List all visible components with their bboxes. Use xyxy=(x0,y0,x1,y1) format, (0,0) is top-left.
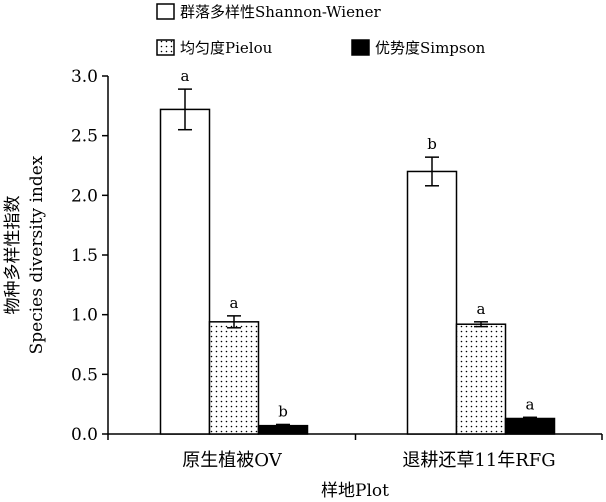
legend-label-shannon: 群落多样性Shannon-Wiener xyxy=(180,3,382,21)
y-axis-title-en: Species diversity index xyxy=(27,155,47,354)
legend-swatch-simpson xyxy=(351,39,370,56)
significance-letter: a xyxy=(477,300,486,318)
significance-letter: a xyxy=(526,395,535,413)
significance-letter: a xyxy=(181,67,190,85)
error-bars xyxy=(178,88,537,428)
y-tick-label: 1.0 xyxy=(71,306,98,326)
significance-letter: b xyxy=(427,135,437,153)
bar xyxy=(159,108,211,435)
y-tick-label: 1.5 xyxy=(71,246,98,266)
y-tick-label: 2.5 xyxy=(71,127,98,147)
x-ticks xyxy=(107,434,603,440)
legend-swatch-shannon xyxy=(156,3,175,20)
significance-letter: b xyxy=(278,402,288,420)
category-label: 退耕还草11年RFG xyxy=(402,450,555,471)
legend-swatch-pielou xyxy=(156,39,175,56)
y-ticks: 0.0 0.5 1.0 1.5 2.0 2.5 3.0 xyxy=(71,67,108,445)
bar xyxy=(406,170,458,435)
bars xyxy=(159,108,556,435)
category-label: 原生植被OV xyxy=(182,450,282,471)
bar xyxy=(455,323,507,435)
legend-label-pielou: 均匀度Pielou xyxy=(180,39,273,57)
category-labels: 原生植被OV 退耕还草11年RFG xyxy=(182,450,555,471)
bar xyxy=(504,417,556,435)
significance-letters: a a b b a a xyxy=(181,67,535,420)
y-tick-label: 0.5 xyxy=(71,365,98,385)
significance-letter: a xyxy=(230,294,239,312)
y-tick-label: 0.0 xyxy=(71,425,98,445)
bar xyxy=(208,321,260,435)
legend: 群落多样性Shannon-Wiener 均匀度Pielou 优势度Simpson xyxy=(156,3,486,57)
y-tick-label: 2.0 xyxy=(71,186,98,206)
y-axis-title-cn: 物种多样性指数 xyxy=(3,196,23,315)
legend-label-simpson: 优势度Simpson xyxy=(375,39,486,57)
x-axis-title: 样地Plot xyxy=(321,481,389,501)
y-tick-label: 3.0 xyxy=(71,67,98,87)
